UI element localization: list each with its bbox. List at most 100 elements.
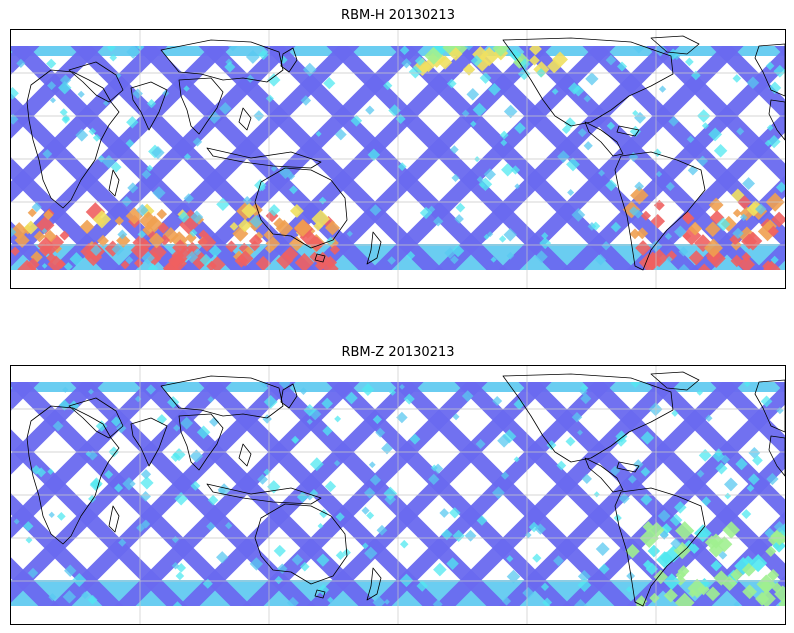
swath-cell <box>110 161 122 173</box>
swath-cell <box>322 425 333 436</box>
swath-cell <box>367 148 381 162</box>
swath-map <box>11 30 785 288</box>
swath-cell <box>309 457 324 472</box>
swath-cell <box>190 210 204 224</box>
swath-cell <box>267 204 281 217</box>
swath-cell <box>36 467 47 478</box>
coastline-path <box>178 77 224 135</box>
coastline-path <box>26 405 120 545</box>
swath-cell <box>49 97 57 104</box>
swath-cell <box>75 128 89 142</box>
coastline-path <box>650 371 700 391</box>
swath-cell <box>655 170 663 178</box>
swath-cell <box>42 148 53 159</box>
swath-cell <box>591 221 601 231</box>
swath-cell <box>270 165 278 172</box>
swath-cell <box>678 264 690 270</box>
hotspot-cell <box>703 238 723 258</box>
swath-cell <box>439 508 450 518</box>
hotspot-cell <box>708 197 724 213</box>
swath-cell <box>724 477 738 492</box>
hotspot-cell <box>241 202 257 219</box>
hotspot-cell <box>653 199 665 211</box>
swath-cell <box>718 550 728 560</box>
hotspot-cell <box>625 544 640 559</box>
coastline-path <box>616 461 640 473</box>
coastline-path <box>314 253 326 263</box>
swath-track <box>70 382 316 606</box>
coastline-path <box>178 413 224 471</box>
swath-cell <box>490 256 497 263</box>
coastline-path <box>502 373 674 463</box>
swath-cell <box>102 155 116 169</box>
swath-cell <box>219 102 232 115</box>
swath-cell <box>532 553 542 563</box>
hotspot-cell <box>687 578 707 599</box>
swath-cell <box>317 584 330 596</box>
swath-cell <box>274 575 283 585</box>
hotspot-cell <box>238 218 252 233</box>
hotspot-cell <box>92 210 112 229</box>
swath-cell <box>535 250 548 264</box>
swath-cell <box>376 524 388 536</box>
swath-track <box>134 382 380 606</box>
swath-cell <box>334 415 342 423</box>
swath-track <box>11 93 188 270</box>
swath-cell <box>618 492 630 504</box>
swath-cell <box>593 491 600 498</box>
swath-cell <box>732 74 742 83</box>
hotspot-cell <box>732 208 742 218</box>
swath-cell <box>175 571 185 581</box>
swath-cell <box>368 461 376 469</box>
swath-cell <box>449 507 461 519</box>
swath-cell <box>206 521 216 532</box>
swath-cell <box>58 80 72 95</box>
hotspot-cell <box>120 260 130 270</box>
hotspot-cell <box>698 263 711 270</box>
swath-cell <box>451 173 460 183</box>
hotspot-cell <box>249 240 261 252</box>
hotspot-cell <box>479 46 499 67</box>
swath-cell <box>125 139 135 148</box>
coastline-path <box>366 567 382 601</box>
coastline-path <box>68 61 124 103</box>
swath-track <box>11 493 124 606</box>
panel-rbm-z: RBM-Z 20130213 <box>0 336 794 633</box>
swath-cell <box>492 486 505 500</box>
coastline-path <box>754 379 785 433</box>
swath-cell <box>664 232 673 241</box>
coastline-path <box>206 483 322 505</box>
panel-title: RBM-Z 20130213 <box>341 345 455 360</box>
swath-cell <box>625 586 633 593</box>
swath-track <box>646 382 785 521</box>
swath-cell <box>450 255 459 265</box>
swath-track <box>262 46 508 270</box>
coastline-path <box>238 107 252 131</box>
swath-track <box>11 382 168 539</box>
coastline-path <box>130 81 168 131</box>
hotspot-cell <box>731 188 745 202</box>
hotspot-cell <box>713 570 729 586</box>
swath-cell <box>464 46 474 51</box>
swath-cell <box>192 137 203 147</box>
swath-cell <box>522 587 535 599</box>
coastline-path <box>616 125 640 137</box>
coastline-path <box>314 589 326 599</box>
swath-cell <box>207 494 219 506</box>
swath-cell <box>141 251 155 265</box>
swath-cell <box>498 235 507 243</box>
hotspot-cell <box>547 59 562 74</box>
swath-cell <box>249 557 264 571</box>
swath-cell <box>452 529 465 542</box>
swath-cell <box>122 477 136 491</box>
swath-cell <box>225 521 233 530</box>
swath-cell <box>228 46 238 52</box>
swath-cell <box>674 225 687 239</box>
swath-cell <box>189 228 198 237</box>
swath-track <box>710 382 785 457</box>
swath-cell <box>309 488 319 498</box>
swath-cell <box>365 105 375 115</box>
coastline-path <box>754 43 785 97</box>
swath-cell <box>193 248 202 256</box>
swath-cell <box>48 511 55 518</box>
